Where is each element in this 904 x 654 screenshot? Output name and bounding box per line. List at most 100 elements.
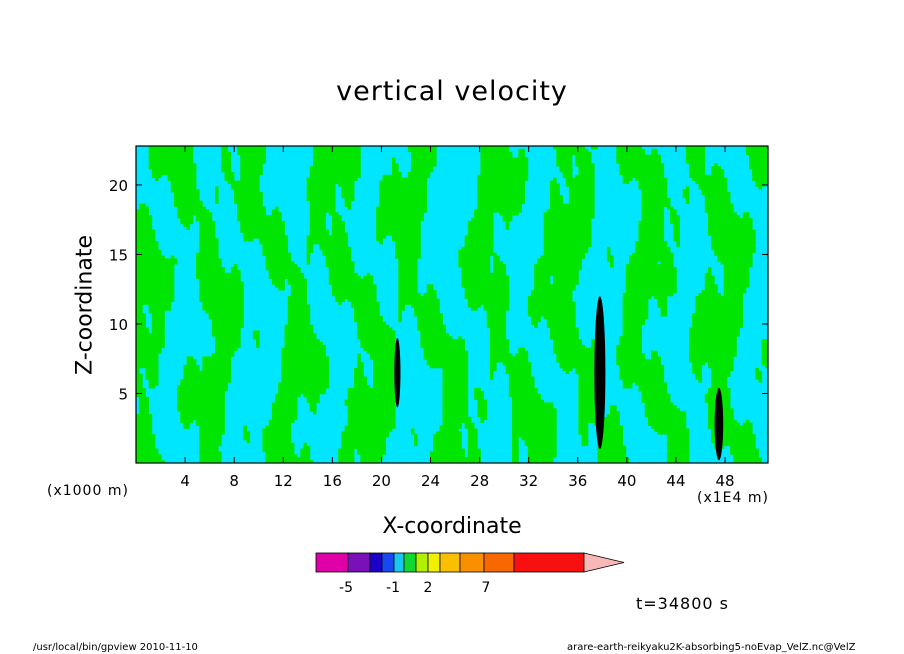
- positive-velocity-region: [287, 318, 311, 323]
- positive-velocity-region: [477, 183, 526, 187]
- positive-velocity-region: [562, 367, 573, 372]
- positive-velocity-region: [199, 246, 219, 251]
- positive-velocity-region: [461, 272, 507, 277]
- positive-velocity-region: [692, 370, 703, 375]
- positive-velocity-region: [196, 419, 225, 424]
- positive-velocity-region: [512, 439, 519, 444]
- positive-velocity-region: [695, 376, 703, 380]
- positive-velocity-region: [641, 203, 671, 207]
- positive-velocity-region: [474, 388, 481, 392]
- positive-velocity-region: [707, 229, 756, 233]
- positive-velocity-region: [379, 194, 428, 199]
- positive-velocity-region: [136, 307, 143, 311]
- positive-velocity-region: [512, 396, 541, 400]
- positive-velocity-region: [578, 385, 598, 389]
- positive-velocity-region: [622, 385, 633, 389]
- positive-velocity-region: [647, 422, 687, 426]
- positive-velocity-region: [508, 388, 538, 392]
- positive-velocity-region: [237, 218, 282, 222]
- positive-velocity-region: [347, 414, 396, 418]
- positive-velocity-region: [309, 218, 326, 222]
- positive-velocity-region: [755, 376, 763, 380]
- positive-velocity-region: [136, 269, 175, 274]
- positive-velocity-region: [714, 163, 718, 167]
- positive-velocity-region: [508, 390, 538, 395]
- positive-velocity-region: [635, 246, 671, 251]
- positive-velocity-region: [309, 203, 336, 207]
- positive-velocity-region: [467, 298, 510, 303]
- positive-velocity-region: [211, 318, 244, 323]
- positive-velocity-region: [578, 382, 598, 386]
- positive-velocity-region: [196, 261, 222, 265]
- positive-velocity-region: [676, 243, 680, 248]
- positive-velocity-region: [360, 457, 383, 461]
- positive-velocity-region: [575, 157, 592, 161]
- positive-velocity-region: [625, 290, 677, 294]
- positive-velocity-region: [467, 442, 478, 447]
- positive-velocity-region: [376, 212, 424, 216]
- positive-velocity-region: [493, 267, 507, 271]
- positive-velocity-region: [461, 278, 510, 282]
- positive-velocity-region: [347, 405, 396, 409]
- positive-velocity-region: [458, 252, 497, 256]
- positive-velocity-region: [136, 393, 146, 398]
- positive-velocity-region: [657, 431, 690, 435]
- positive-velocity-region: [243, 428, 247, 432]
- positive-velocity-region: [581, 434, 589, 438]
- positive-velocity-region: [208, 316, 244, 320]
- x-axis-unit-right: (x1E4 m): [697, 490, 769, 506]
- positive-velocity-region: [309, 169, 361, 173]
- positive-velocity-region: [199, 431, 225, 435]
- positive-velocity-region: [597, 448, 627, 452]
- positive-velocity-region: [136, 264, 175, 268]
- positive-velocity-region: [489, 327, 507, 331]
- positive-velocity-region: [151, 330, 165, 334]
- positive-velocity-region: [578, 399, 601, 403]
- positive-velocity-region: [597, 428, 624, 432]
- positive-velocity-region: [268, 422, 292, 426]
- positive-velocity-region: [711, 367, 734, 372]
- positive-velocity-region: [622, 333, 642, 337]
- positive-velocity-region: [221, 154, 232, 158]
- positive-velocity-region: [707, 365, 734, 369]
- positive-velocity-region: [464, 241, 494, 245]
- positive-velocity-region: [619, 339, 642, 343]
- positive-velocity-region: [410, 157, 437, 161]
- positive-velocity-region: [256, 339, 260, 343]
- positive-velocity-region: [597, 442, 624, 447]
- positive-velocity-region: [136, 313, 146, 317]
- positive-velocity-region: [461, 275, 510, 279]
- positive-velocity-region: [136, 434, 156, 438]
- positive-velocity-region: [711, 434, 756, 438]
- positive-velocity-region: [325, 261, 355, 265]
- positive-velocity-region: [177, 385, 229, 389]
- positive-velocity-region: [420, 336, 453, 340]
- positive-velocity-region: [733, 457, 763, 461]
- chart-title: vertical velocity: [336, 76, 568, 107]
- positive-velocity-region: [670, 218, 680, 222]
- positive-velocity-region: [619, 365, 665, 369]
- positive-velocity-region: [622, 313, 649, 317]
- positive-velocity-region: [233, 264, 238, 268]
- positive-velocity-region: [442, 408, 469, 412]
- positive-velocity-region: [505, 226, 510, 230]
- positive-velocity-region: [619, 373, 665, 377]
- positive-velocity-region: [265, 457, 311, 461]
- positive-velocity-region: [704, 197, 731, 202]
- positive-velocity-region: [309, 171, 361, 176]
- positive-velocity-region: [512, 405, 554, 409]
- positive-velocity-region: [281, 379, 330, 383]
- positive-velocity-region: [199, 451, 222, 455]
- positive-velocity-region: [281, 350, 326, 354]
- positive-velocity-region: [559, 169, 573, 173]
- positive-velocity-region: [148, 151, 194, 156]
- positive-velocity-region: [398, 298, 440, 303]
- positive-velocity-region: [136, 235, 156, 239]
- positive-velocity-region: [489, 353, 513, 357]
- positive-velocity-region: [357, 353, 361, 357]
- positive-velocity-region: [622, 310, 649, 314]
- positive-velocity-region: [543, 241, 592, 245]
- positive-velocity-region: [180, 419, 194, 424]
- positive-velocity-region: [357, 336, 396, 340]
- positive-velocity-region: [177, 388, 229, 392]
